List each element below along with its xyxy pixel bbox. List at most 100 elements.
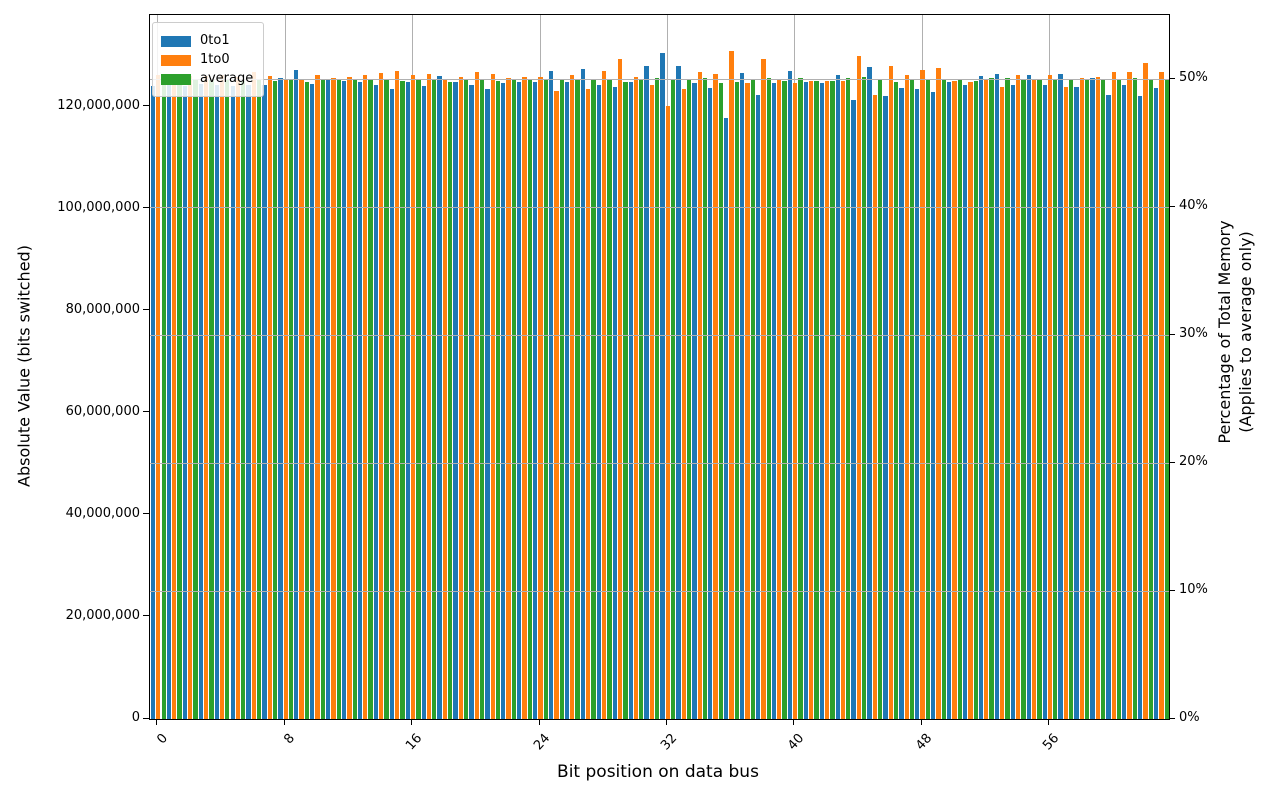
bar-average-bit48: [925, 79, 931, 719]
bar-average-bit7: [272, 81, 278, 719]
y-right-tick: [1169, 205, 1175, 207]
bar-average-bit52: [989, 77, 994, 719]
bar-0to1-bit58: [1074, 87, 1079, 719]
legend-item: average: [161, 71, 253, 87]
bar-average-bit32: [671, 79, 676, 719]
bar-average-bit22: [511, 79, 517, 719]
bar-1to0-bit54: [1015, 75, 1021, 719]
bar-1to0-bit60: [1111, 72, 1116, 719]
bar-0to1-bit62: [1138, 95, 1143, 719]
y-right-tick-label: 0%: [1179, 710, 1200, 725]
legend: 0to1 1to0 average: [152, 22, 265, 97]
y-right-tick-label: 30%: [1179, 326, 1208, 341]
x-tick: [1048, 719, 1050, 725]
bar-average-bit58: [1084, 79, 1090, 719]
bar-0to1-bit46: [883, 96, 888, 719]
bar-1to0-bit17: [426, 74, 432, 719]
bar-0to1-bit51: [962, 84, 968, 719]
bar-1to0-bit53: [1000, 87, 1005, 719]
bar-0to1-bit60: [1106, 95, 1111, 719]
bar-1to0-bit12: [347, 77, 352, 719]
x-tick: [920, 719, 922, 725]
bar-1to0-bit31: [649, 84, 655, 719]
bar-0to1-bit32: [660, 53, 665, 719]
bar-1to0-bit2: [188, 75, 193, 719]
bar-average-bit14: [384, 78, 389, 719]
legend-swatch-0to1: [161, 35, 191, 47]
bar-1to0-bit41: [808, 81, 814, 719]
y-left-tick-label: 80,000,000: [65, 301, 140, 317]
bar-0to1-bit40: [787, 70, 793, 719]
bar-average-bit0: [161, 80, 166, 719]
bar-0to1-bit38: [755, 95, 761, 719]
bar-0to1-bit49: [931, 91, 936, 719]
bar-1to0-bit0: [156, 74, 161, 719]
bar-average-bit46: [893, 82, 899, 719]
bar-0to1-bit44: [851, 100, 856, 719]
bar-1to0-bit58: [1079, 77, 1084, 719]
bar-0to1-bit10: [310, 83, 315, 719]
bar-1to0-bit20: [474, 72, 479, 719]
bar-average-bit6: [257, 78, 262, 719]
bar-0to1-bit50: [946, 81, 952, 719]
bar-1to0-bit23: [522, 77, 527, 719]
y-left-tick: [143, 717, 149, 719]
bar-0to1-bit27: [580, 69, 586, 719]
bar-average-bit18: [448, 81, 453, 719]
bar-average-bit63: [1164, 79, 1169, 719]
bar-0to1-bit53: [994, 73, 1000, 719]
bar-average-bit38: [766, 77, 771, 719]
bar-1to0-bit7: [267, 76, 272, 719]
legend-swatch-1to0: [161, 54, 191, 66]
bar-1to0-bit45: [872, 95, 877, 719]
bar-1to0-bit24: [538, 76, 543, 719]
bar-average-bit53: [1005, 78, 1010, 719]
y-right-tick: [1169, 77, 1175, 79]
bar-0to1-bit31: [644, 66, 649, 719]
bar-average-bit40: [798, 78, 803, 719]
bar-0to1-bit45: [867, 67, 872, 719]
y-left-tick-label: 100,000,000: [57, 199, 140, 215]
legend-label: average: [200, 71, 254, 86]
bar-average-bit47: [909, 79, 915, 719]
y-axis-label-left: Absolute Value (bits switched): [14, 245, 34, 487]
y-left-tick: [143, 513, 149, 515]
bar-0to1-bit43: [835, 74, 840, 719]
bar-1to0-bit28: [602, 71, 607, 719]
bar-1to0-bit9: [299, 79, 304, 719]
legend-item: 0to1: [161, 33, 253, 49]
bar-average-bit8: [288, 79, 294, 719]
bar-average-bit24: [543, 79, 548, 719]
bar-0to1-bit36: [724, 117, 729, 719]
bar-average-bit4: [225, 80, 230, 719]
bar-0to1-bit33: [676, 66, 681, 719]
bar-average-bit37: [750, 79, 755, 719]
bar-1to0-bit19: [458, 77, 463, 719]
bar-average-bit28: [607, 78, 612, 719]
bar-0to1-bit26: [564, 81, 570, 719]
bar-1to0-bit11: [331, 77, 336, 719]
bar-0to1-bit34: [692, 82, 697, 719]
bar-0to1-bit2: [182, 85, 188, 719]
bar-average-bit43: [846, 78, 851, 719]
bar-1to0-bit16: [410, 75, 416, 719]
bar-0to1-bit35: [708, 88, 713, 719]
bar-1to0-bit4: [219, 75, 225, 719]
bar-0to1-bit42: [819, 82, 824, 719]
bar-0to1-bit7: [262, 84, 267, 719]
bar-1to0-bit21: [490, 73, 495, 719]
bar-average-bit26: [575, 78, 580, 719]
bar-1to0-bit3: [203, 76, 209, 719]
y-right-tick: [1169, 333, 1175, 335]
bar-average-bit12: [352, 79, 357, 719]
bar-1to0-bit47: [904, 74, 909, 719]
bar-average-bit59: [1100, 79, 1106, 719]
bar-0to1-bit11: [326, 79, 331, 719]
bar-0to1-bit63: [1153, 87, 1159, 719]
x-tick: [793, 719, 795, 725]
bar-0to1-bit21: [485, 88, 490, 719]
x-tick-label: 24: [530, 730, 553, 754]
y-left-tick: [143, 207, 149, 209]
bar-1to0-bit39: [777, 79, 782, 719]
bar-1to0-bit32: [665, 106, 670, 719]
